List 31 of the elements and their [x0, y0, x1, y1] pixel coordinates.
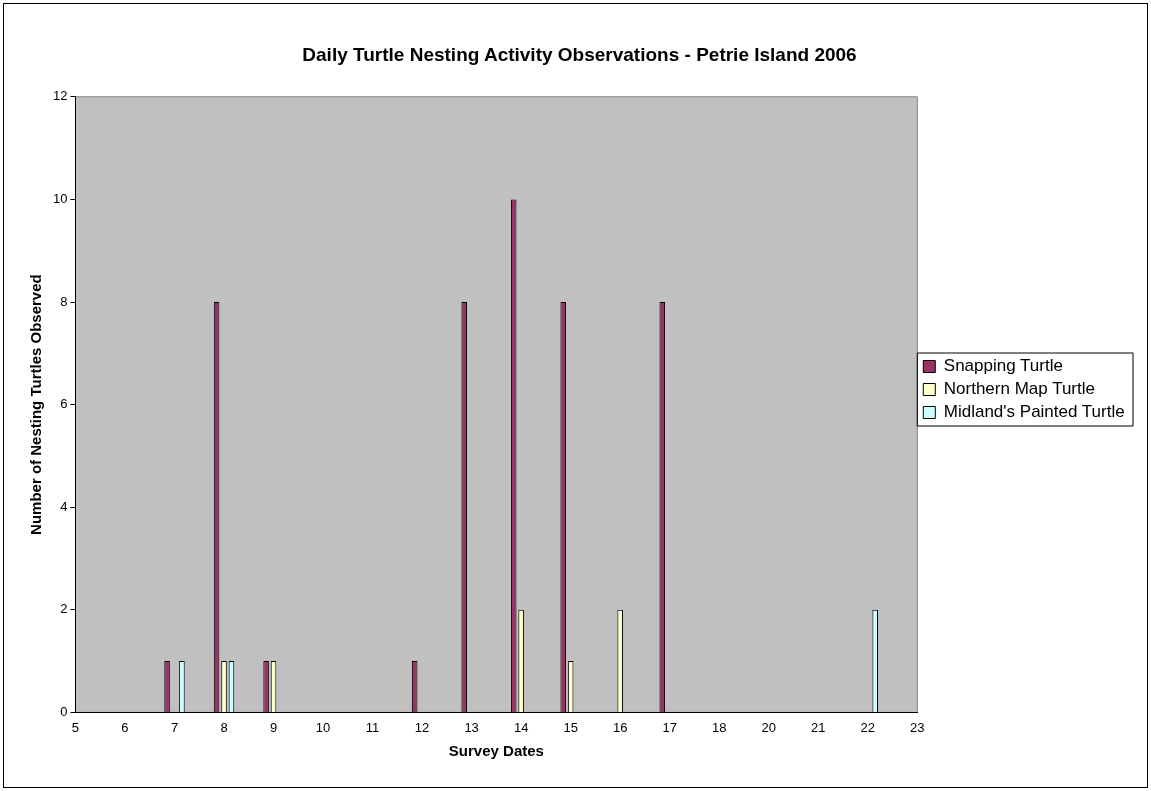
x-tick-label: 13	[464, 719, 479, 735]
y-tick-label: 8	[60, 293, 68, 309]
x-tick-label: 16	[612, 719, 628, 735]
x-tick-label: 15	[563, 719, 578, 735]
x-tick-label: 10	[315, 719, 331, 735]
x-tick-label: 9	[269, 719, 278, 735]
chart-title: Daily Turtle Nesting Activity Observations - Petrie Island 2006	[302, 43, 857, 65]
legend-label: Northern Map Turtle	[943, 379, 1095, 399]
x-tick-label: 5	[71, 719, 80, 735]
x-axis-title: Survey Dates	[448, 742, 544, 760]
x-tick-label: 12	[414, 719, 430, 735]
x-tick-label: 17	[662, 719, 677, 735]
legend-label: Snapping Turtle	[943, 356, 1063, 376]
y-axis-title: Number of Nesting Turtles Observed	[27, 274, 45, 535]
y-tick-label: 2	[60, 601, 68, 617]
x-tick-label: 7	[170, 719, 179, 735]
y-tick-label: 4	[60, 498, 68, 514]
x-tick-label: 14	[513, 719, 529, 735]
legend-label: Midland's Painted Turtle	[943, 402, 1125, 422]
x-tick-label: 21	[811, 719, 826, 735]
y-tick-label: 6	[60, 396, 68, 412]
x-tick-label: 22	[860, 719, 876, 735]
x-tick-label: 8	[220, 719, 228, 735]
x-tick-label: 18	[711, 719, 727, 735]
y-tick-label: 0	[60, 703, 68, 719]
y-tick-label: 12	[52, 88, 68, 104]
x-tick-label: 20	[761, 719, 776, 735]
x-tick-label: 23	[910, 719, 925, 735]
y-tick-label: 10	[52, 190, 68, 206]
x-tick-label: 11	[365, 719, 380, 735]
x-tick-label: 6	[121, 719, 129, 735]
